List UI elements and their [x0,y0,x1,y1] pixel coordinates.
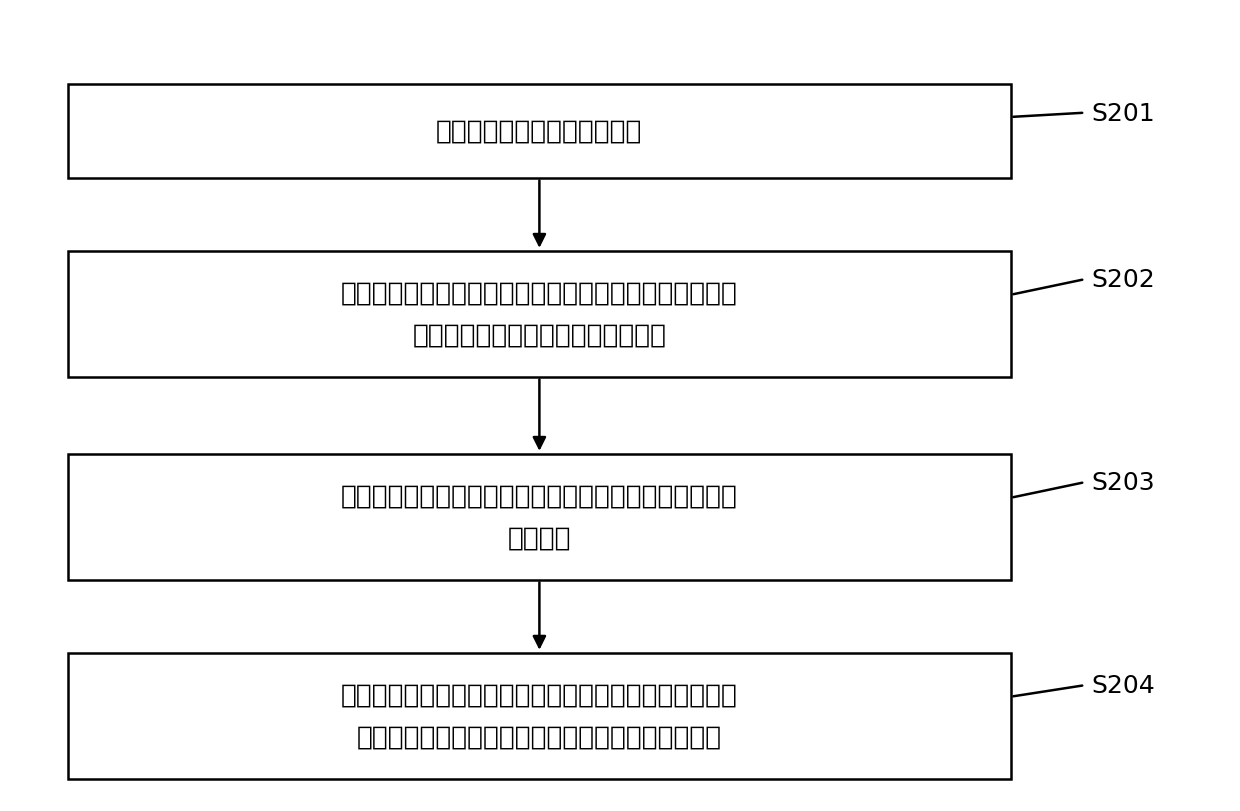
Text: 当使用数据满足管理终端使用时间的条件时，根据用户设
置的使用时间管理信息，控制用户对终端的使用时间: 当使用数据满足管理终端使用时间的条件时，根据用户设 置的使用时间管理信息，控制用… [341,682,738,749]
Text: 在用户交互页面展示用户使用终端的使用数据，使用数据
包括使用的应用以及使用应用的时间: 在用户交互页面展示用户使用终端的使用数据，使用数据 包括使用的应用以及使用应用的… [341,281,738,348]
Bar [68,653,1011,779]
Text: S202: S202 [1091,268,1154,292]
Bar [68,454,1011,580]
Text: 获取用户使用终端的使用数据: 获取用户使用终端的使用数据 [436,118,642,145]
Text: S203: S203 [1091,470,1154,495]
Text: 获取用户基于交互页面展示的使用数据所设置的使用时间
管理信息: 获取用户基于交互页面展示的使用数据所设置的使用时间 管理信息 [341,483,738,551]
Bar [68,251,1011,377]
Bar [68,85,1011,178]
Text: S204: S204 [1091,673,1154,697]
Text: S201: S201 [1091,101,1154,126]
